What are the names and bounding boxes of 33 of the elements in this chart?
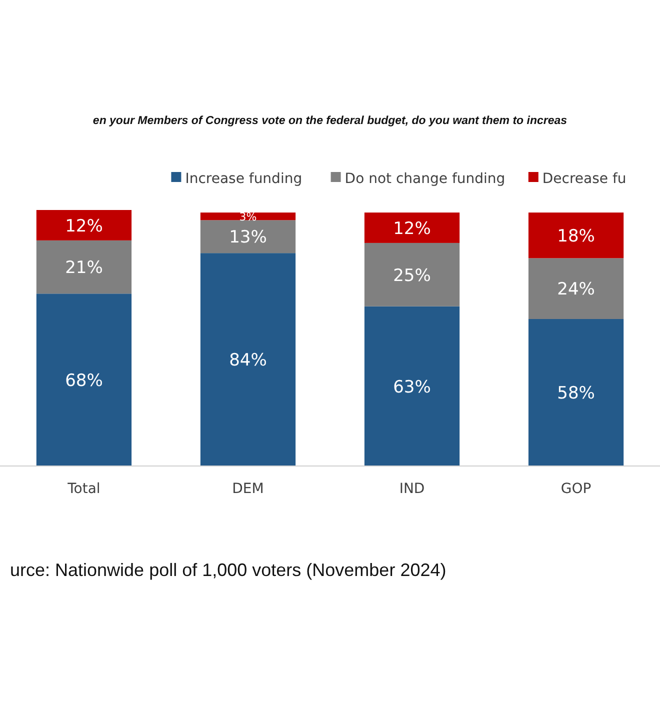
bar xyxy=(528,212,624,258)
bar xyxy=(528,258,624,319)
data-label: 24% xyxy=(557,280,595,300)
chart-title: en your Members of Congress vote on the federal budget, do you want them to increas xyxy=(92,115,568,127)
data-label: 18% xyxy=(557,226,595,246)
legend-label: Increase funding xyxy=(185,170,302,187)
data-label: 12% xyxy=(393,218,431,239)
data-label: 63% xyxy=(393,377,431,398)
bar xyxy=(200,220,296,254)
bar xyxy=(36,210,132,240)
legend-label: Decrease fu xyxy=(542,170,626,187)
bar xyxy=(364,212,460,243)
data-label: 21% xyxy=(65,258,103,278)
legend-label: Do not change funding xyxy=(344,170,506,187)
data-label: 12% xyxy=(65,216,103,236)
bar xyxy=(200,253,296,466)
data-label: 58% xyxy=(557,384,595,404)
text: urce: Nationwide poll of 1,000 voters (November 2024) xyxy=(10,560,446,580)
x-tick-label: IND xyxy=(399,480,425,497)
bar xyxy=(364,242,460,306)
bar xyxy=(36,294,132,466)
data-label: 84% xyxy=(229,350,267,371)
bar xyxy=(528,318,624,466)
data-label: 3% xyxy=(239,210,257,224)
x-tick-label: GOP xyxy=(560,480,592,497)
bar xyxy=(36,240,132,294)
bar xyxy=(200,212,296,220)
data-label: 13% xyxy=(229,228,267,248)
data-label: 68% xyxy=(65,370,103,391)
data-label: 25% xyxy=(393,266,431,286)
x-tick-label: Total xyxy=(66,480,100,497)
x-tick-label: DEM xyxy=(232,480,264,497)
bar xyxy=(364,306,460,466)
